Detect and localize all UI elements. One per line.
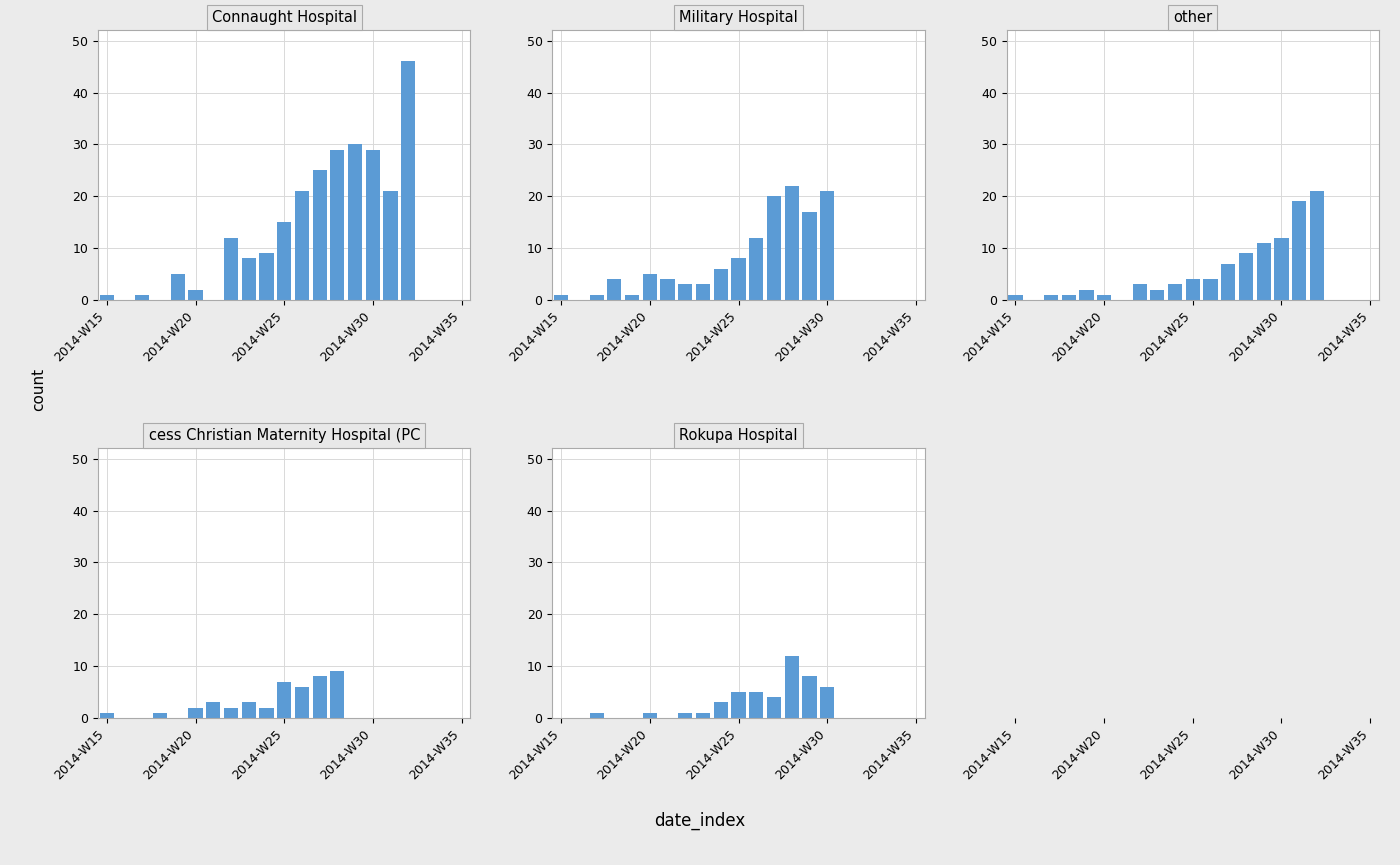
Bar bbox=[242, 259, 256, 300]
Bar bbox=[295, 687, 309, 718]
Bar bbox=[136, 295, 150, 300]
Bar bbox=[259, 253, 273, 300]
Bar bbox=[384, 191, 398, 300]
Bar bbox=[295, 191, 309, 300]
Bar bbox=[1008, 295, 1022, 300]
Bar bbox=[802, 212, 816, 300]
Bar bbox=[189, 708, 203, 718]
Bar bbox=[749, 692, 763, 718]
Bar bbox=[1044, 295, 1058, 300]
Bar bbox=[402, 61, 416, 300]
Bar bbox=[1204, 279, 1218, 300]
Bar bbox=[1098, 295, 1112, 300]
Bar bbox=[589, 713, 603, 718]
Bar bbox=[784, 186, 799, 300]
Bar bbox=[678, 285, 693, 300]
Bar bbox=[330, 671, 344, 718]
Bar bbox=[589, 295, 603, 300]
Bar bbox=[820, 687, 834, 718]
Bar bbox=[312, 170, 326, 300]
Bar bbox=[224, 708, 238, 718]
Bar bbox=[554, 295, 568, 300]
Bar bbox=[767, 697, 781, 718]
Bar bbox=[767, 196, 781, 300]
Bar bbox=[1292, 202, 1306, 300]
Bar bbox=[330, 150, 344, 300]
Bar bbox=[784, 656, 799, 718]
Title: cess Christian Maternity Hospital (PC: cess Christian Maternity Hospital (PC bbox=[148, 428, 420, 443]
Bar bbox=[259, 708, 273, 718]
Bar bbox=[749, 238, 763, 300]
Title: Rokupa Hospital: Rokupa Hospital bbox=[679, 428, 798, 443]
Bar bbox=[820, 191, 834, 300]
Bar bbox=[153, 713, 167, 718]
Bar bbox=[624, 295, 640, 300]
Text: date_index: date_index bbox=[654, 812, 746, 830]
Bar bbox=[802, 676, 816, 718]
Bar bbox=[678, 713, 693, 718]
Bar bbox=[171, 274, 185, 300]
Bar bbox=[1257, 243, 1271, 300]
Bar bbox=[643, 274, 657, 300]
Bar bbox=[643, 713, 657, 718]
Bar bbox=[1239, 253, 1253, 300]
Bar bbox=[608, 279, 622, 300]
Text: count: count bbox=[31, 368, 46, 411]
Bar bbox=[1310, 191, 1324, 300]
Bar bbox=[1186, 279, 1200, 300]
Bar bbox=[696, 285, 710, 300]
Bar bbox=[242, 702, 256, 718]
Bar bbox=[189, 290, 203, 300]
Bar bbox=[277, 682, 291, 718]
Bar bbox=[714, 702, 728, 718]
Bar bbox=[731, 259, 746, 300]
Bar bbox=[206, 702, 220, 718]
Bar bbox=[731, 692, 746, 718]
Bar bbox=[277, 222, 291, 300]
Bar bbox=[312, 676, 326, 718]
Bar bbox=[99, 295, 113, 300]
Bar bbox=[661, 279, 675, 300]
Bar bbox=[224, 238, 238, 300]
Title: Military Hospital: Military Hospital bbox=[679, 10, 798, 25]
Bar bbox=[1151, 290, 1165, 300]
Bar bbox=[99, 713, 113, 718]
Bar bbox=[1168, 285, 1182, 300]
Bar bbox=[714, 269, 728, 300]
Bar bbox=[1061, 295, 1075, 300]
Bar bbox=[1221, 264, 1235, 300]
Bar bbox=[696, 713, 710, 718]
Bar bbox=[349, 144, 363, 300]
Bar bbox=[1079, 290, 1093, 300]
Title: other: other bbox=[1173, 10, 1212, 25]
Bar bbox=[1133, 285, 1147, 300]
Bar bbox=[1274, 238, 1288, 300]
Bar bbox=[365, 150, 379, 300]
Title: Connaught Hospital: Connaught Hospital bbox=[211, 10, 357, 25]
